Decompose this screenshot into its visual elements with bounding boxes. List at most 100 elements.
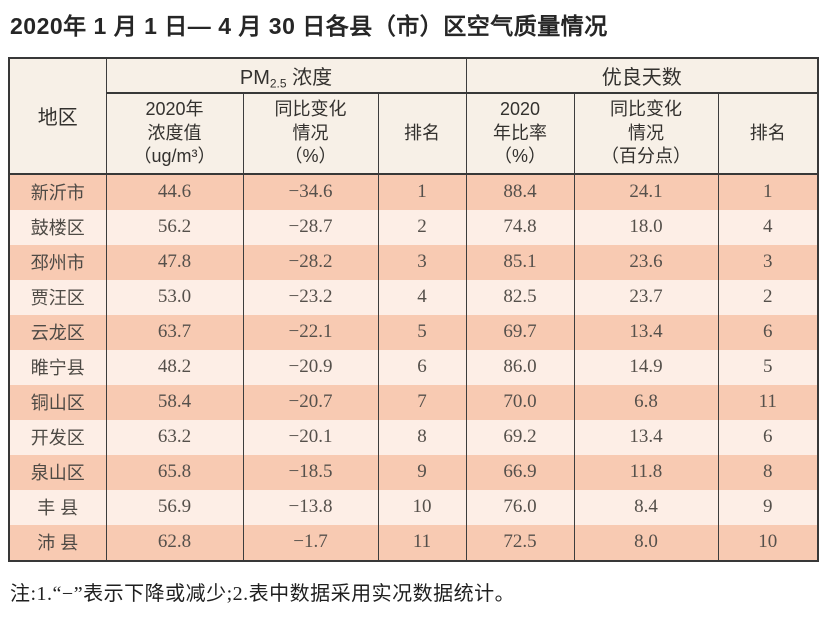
rate-value-cell: 74.8 (465, 209, 575, 245)
rate-change-cell: 13.4 (573, 419, 719, 455)
rate-change-cell: 8.4 (573, 489, 719, 525)
table-body: 新沂市 44.6 −34.6 1 88.4 24.1 1 鼓楼区 56.2 −2… (8, 173, 819, 561)
region-cell: 云龙区 (8, 314, 107, 350)
rate-rank-cell: 4 (717, 209, 819, 245)
col-header-rate-change: 同比变化 情况 （百分点） (573, 92, 719, 175)
pm-change-cell: −20.1 (242, 419, 379, 455)
rate-value-cell: 70.0 (465, 384, 575, 420)
pm-change-cell: −20.7 (242, 384, 379, 420)
rate-change-cell: 13.4 (573, 314, 719, 350)
pm-value-cell: 48.2 (105, 349, 244, 385)
region-cell: 贾汪区 (8, 279, 107, 315)
rate-rank-cell: 11 (717, 384, 819, 420)
pm-rank-cell: 8 (377, 419, 467, 455)
air-quality-table: 地区 PM2.5 浓度 优良天数 2020年 浓度值 （ug/m³） 同比变化 … (8, 56, 820, 562)
pm25-label-base: PM (239, 66, 270, 89)
pm-value-cell: 62.8 (105, 524, 244, 561)
region-cell: 丰 县 (8, 489, 107, 525)
footnote: 注:1.“−”表示下降或减少;2.表中数据采用实况数据统计。 (10, 582, 516, 605)
table-row: 邳州市 47.8 −28.2 3 85.1 23.6 3 (8, 244, 819, 280)
pm-value-cell: 63.2 (105, 419, 244, 455)
header-group-row: 地区 PM2.5 浓度 优良天数 (8, 57, 819, 175)
pm-rank-cell: 2 (377, 209, 467, 245)
rate-rank-cell: 10 (717, 524, 819, 561)
pm-rank-cell: 11 (377, 524, 467, 561)
col-group-pm25: PM2.5 浓度 (105, 57, 467, 94)
table-row: 丰 县 56.9 −13.8 10 76.0 8.4 9 (8, 489, 819, 525)
rate-value-cell: 82.5 (465, 279, 575, 315)
rate-change-cell: 23.7 (573, 279, 719, 315)
rate-change-cell: 18.0 (573, 209, 719, 245)
pm25-label-subscript: 2.5 (269, 76, 287, 91)
rate-value-cell: 76.0 (465, 489, 575, 525)
col-header-rate-value: 2020 年比率 （%） (465, 92, 575, 175)
region-cell: 鼓楼区 (8, 209, 107, 245)
pm-change-cell: −22.1 (242, 314, 379, 350)
pm-change-cell: −28.2 (242, 244, 379, 280)
pm-rank-cell: 7 (377, 384, 467, 420)
rate-rank-cell: 5 (717, 349, 819, 385)
rate-value-cell: 88.4 (465, 173, 575, 210)
pm-change-cell: −28.7 (242, 209, 379, 245)
region-cell: 新沂市 (8, 173, 107, 210)
table-row: 睢宁县 48.2 −20.9 6 86.0 14.9 5 (8, 349, 819, 385)
region-cell: 邳州市 (8, 244, 107, 280)
pm-rank-cell: 5 (377, 314, 467, 350)
region-cell: 开发区 (8, 419, 107, 455)
col-header-region: 地区 (8, 57, 107, 175)
rate-value-cell: 85.1 (465, 244, 575, 280)
rate-rank-cell: 6 (717, 314, 819, 350)
rate-value-cell: 69.2 (465, 419, 575, 455)
pm-change-cell: −18.5 (242, 454, 379, 490)
pm-rank-cell: 4 (377, 279, 467, 315)
region-cell: 泉山区 (8, 454, 107, 490)
rate-rank-cell: 6 (717, 419, 819, 455)
pm-change-cell: −23.2 (242, 279, 379, 315)
pm-value-cell: 44.6 (105, 173, 244, 210)
pm-value-cell: 58.4 (105, 384, 244, 420)
pm-change-cell: −34.6 (242, 173, 379, 210)
rate-change-cell: 24.1 (573, 173, 719, 210)
page: 2020年 1 月 1 日— 4 月 30 日各县（市）区空气质量情况 地区 P… (8, 13, 820, 605)
pm-value-cell: 65.8 (105, 454, 244, 490)
pm-change-cell: −13.8 (242, 489, 379, 525)
rate-rank-cell: 2 (717, 279, 819, 315)
pm-value-cell: 56.2 (105, 209, 244, 245)
page-title: 2020年 1 月 1 日— 4 月 30 日各县（市）区空气质量情况 (10, 13, 608, 39)
rate-value-cell: 66.9 (465, 454, 575, 490)
pm25-label-rest: 浓度 (286, 66, 333, 89)
table-row: 云龙区 63.7 −22.1 5 69.7 13.4 6 (8, 314, 819, 350)
rate-value-cell: 86.0 (465, 349, 575, 385)
pm-value-cell: 63.7 (105, 314, 244, 350)
rate-change-cell: 8.0 (573, 524, 719, 561)
pm-value-cell: 47.8 (105, 244, 244, 280)
rate-value-cell: 72.5 (465, 524, 575, 561)
col-header-rate-rank: 排名 (717, 92, 819, 175)
pm-rank-cell: 3 (377, 244, 467, 280)
col-group-good-days: 优良天数 (465, 57, 819, 94)
region-cell: 沛 县 (8, 524, 107, 561)
table-row: 鼓楼区 56.2 −28.7 2 74.8 18.0 4 (8, 209, 819, 245)
table-row: 贾汪区 53.0 −23.2 4 82.5 23.7 2 (8, 279, 819, 315)
table-row: 沛 县 62.8 −1.7 11 72.5 8.0 10 (8, 524, 819, 561)
rate-rank-cell: 9 (717, 489, 819, 525)
pm-rank-cell: 10 (377, 489, 467, 525)
rate-rank-cell: 1 (717, 173, 819, 210)
table-row: 开发区 63.2 −20.1 8 69.2 13.4 6 (8, 419, 819, 455)
header-sub-row: 2020年 浓度值 （ug/m³） 同比变化 情况 （%） 排名 2020 年比… (9, 92, 819, 175)
pm-change-cell: −1.7 (242, 524, 379, 561)
col-header-pm-change: 同比变化 情况 （%） (242, 92, 379, 175)
rate-rank-cell: 8 (717, 454, 819, 490)
table-header: 地区 PM2.5 浓度 优良天数 2020年 浓度值 （ug/m³） 同比变化 … (8, 57, 819, 175)
rate-value-cell: 69.7 (465, 314, 575, 350)
pm-rank-cell: 9 (377, 454, 467, 490)
table-row: 泉山区 65.8 −18.5 9 66.9 11.8 8 (8, 454, 819, 490)
pm-rank-cell: 6 (377, 349, 467, 385)
rate-change-cell: 14.9 (573, 349, 719, 385)
pm-change-cell: −20.9 (242, 349, 379, 385)
rate-change-cell: 23.6 (573, 244, 719, 280)
col-header-pm-rank: 排名 (377, 92, 467, 175)
table-row: 铜山区 58.4 −20.7 7 70.0 6.8 11 (8, 384, 819, 420)
rate-rank-cell: 3 (717, 244, 819, 280)
pm-value-cell: 53.0 (105, 279, 244, 315)
